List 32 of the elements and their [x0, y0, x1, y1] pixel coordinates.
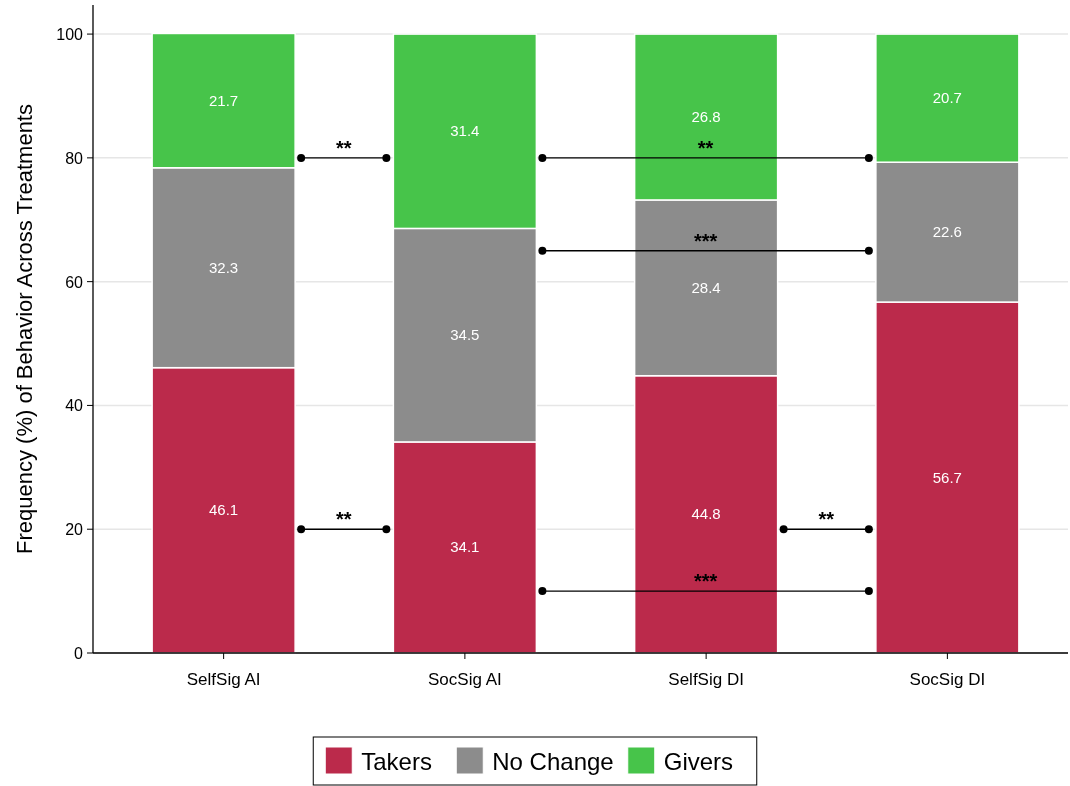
y-tick-label: 40 — [65, 397, 84, 415]
data-label: 22.6 — [932, 223, 962, 241]
x-tick-label: SocSig DI — [909, 670, 986, 689]
data-label: 21.7 — [209, 91, 239, 109]
x-tick-label: SelfSig AI — [186, 670, 261, 689]
legend-label: Givers — [663, 748, 734, 775]
y-tick-label: 0 — [74, 645, 84, 662]
annotation: *** — [693, 570, 718, 593]
data-label: 32.3 — [209, 258, 239, 276]
data-label: 44.8 — [691, 505, 721, 523]
annotation: ** — [818, 508, 835, 531]
data-label: 20.7 — [932, 89, 962, 107]
legend-label: No Change — [492, 748, 614, 775]
data-label: 31.4 — [450, 122, 480, 140]
data-label: 56.7 — [932, 468, 962, 486]
data-label: 34.1 — [450, 538, 480, 556]
y-axis-title: Frequency (%) of Behavior Across Treatments — [12, 104, 37, 554]
annotation: ** — [697, 136, 714, 159]
data-label: 46.1 — [209, 501, 239, 519]
y-tick-label: 100 — [56, 26, 84, 44]
x-tick-label: SelfSig DI — [668, 670, 744, 689]
annotation: ** — [335, 508, 352, 531]
data-label: 34.5 — [450, 326, 480, 344]
x-tick-label: SocSig AI — [428, 670, 502, 689]
legend-label: Takers — [361, 748, 432, 775]
annotation: ** — [335, 136, 352, 159]
y-tick-label: 20 — [65, 521, 84, 539]
annotation: *** — [693, 229, 718, 252]
data-label: 26.8 — [691, 108, 721, 126]
data-label: 28.4 — [691, 278, 721, 296]
y-tick-label: 80 — [65, 149, 84, 167]
y-tick-label: 60 — [65, 273, 84, 291]
